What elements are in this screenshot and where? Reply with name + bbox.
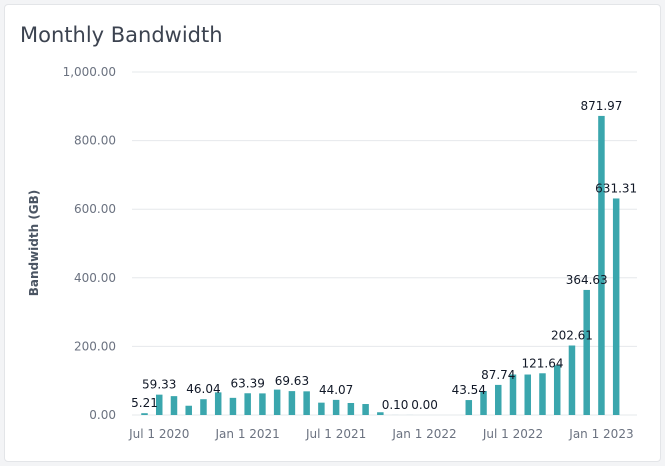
bar[interactable] <box>141 413 148 415</box>
data-label: 0.00 <box>411 398 438 412</box>
y-axis-label: Bandwidth (GB) <box>27 190 41 297</box>
x-tick-label: Jan 1 2021 <box>215 427 280 441</box>
bar[interactable] <box>465 400 473 415</box>
bar[interactable] <box>524 374 531 415</box>
bar[interactable] <box>273 389 281 415</box>
bar[interactable] <box>259 393 266 415</box>
data-label: 5.21 <box>131 396 158 410</box>
y-tick-label: 1,000.00 <box>63 65 116 79</box>
data-label: 59.33 <box>142 378 176 392</box>
y-tick-label: 600.00 <box>74 202 116 216</box>
bar[interactable] <box>480 390 487 415</box>
data-label: 43.54 <box>452 383 486 397</box>
gridlines <box>132 71 637 416</box>
data-label: 87.74 <box>481 368 515 382</box>
data-label: 202.61 <box>551 329 593 343</box>
y-tick-label: 800.00 <box>74 134 116 148</box>
data-label: 69.63 <box>275 374 309 388</box>
bar[interactable] <box>377 412 384 415</box>
x-tick-label: Jul 1 2021 <box>305 427 366 441</box>
bar[interactable] <box>200 399 207 415</box>
bar[interactable] <box>495 384 502 415</box>
bar[interactable] <box>185 405 192 415</box>
bar[interactable] <box>598 115 605 415</box>
bar[interactable] <box>288 391 296 415</box>
data-label: 46.04 <box>186 382 220 396</box>
bar[interactable] <box>539 373 546 415</box>
data-label: 63.39 <box>231 376 265 390</box>
bar[interactable] <box>568 345 576 415</box>
data-label: 364.63 <box>566 273 608 287</box>
y-axis-ticks: 0.00 200.00 400.00 600.00 800.00 1,000.00 <box>63 65 116 422</box>
y-tick-label: 400.00 <box>74 271 116 285</box>
bar[interactable] <box>347 402 355 415</box>
data-labels: 5.21 59.33 46.04 63.39 69.63 44.07 0.10 0.00 43.… <box>131 99 637 412</box>
data-label: 0.10 <box>382 398 409 412</box>
data-label: 631.31 <box>595 181 637 195</box>
x-tick-label: Jan 1 2022 <box>391 427 456 441</box>
chart-card: Monthly Bandwidth <box>4 4 661 462</box>
bar[interactable] <box>155 394 163 415</box>
bar[interactable] <box>303 391 310 415</box>
y-tick-label: 0.00 <box>89 408 116 422</box>
x-axis-ticks: Jul 1 2020 Jan 1 2021 Jul 1 2021 Jan 1 2022… <box>128 427 633 441</box>
bar[interactable] <box>509 374 517 415</box>
data-label: 121.64 <box>521 356 563 370</box>
data-label: 871.97 <box>580 99 622 113</box>
y-tick-label: 200.00 <box>74 339 116 353</box>
bar[interactable] <box>553 365 561 415</box>
bar[interactable] <box>214 392 222 415</box>
bar[interactable] <box>229 397 237 415</box>
bar[interactable] <box>170 396 178 415</box>
bar[interactable] <box>362 404 369 415</box>
x-tick-label: Jul 1 2020 <box>128 427 189 441</box>
x-tick-label: Jan 1 2023 <box>568 427 633 441</box>
x-tick-label: Jul 1 2022 <box>482 427 543 441</box>
data-label: 44.07 <box>319 383 353 397</box>
chart-title: Monthly Bandwidth <box>20 23 223 47</box>
bar[interactable] <box>318 402 325 415</box>
bar[interactable] <box>244 393 251 415</box>
bar[interactable] <box>612 198 620 415</box>
bars <box>141 115 620 415</box>
bar[interactable] <box>583 289 590 415</box>
bar[interactable] <box>332 399 340 415</box>
